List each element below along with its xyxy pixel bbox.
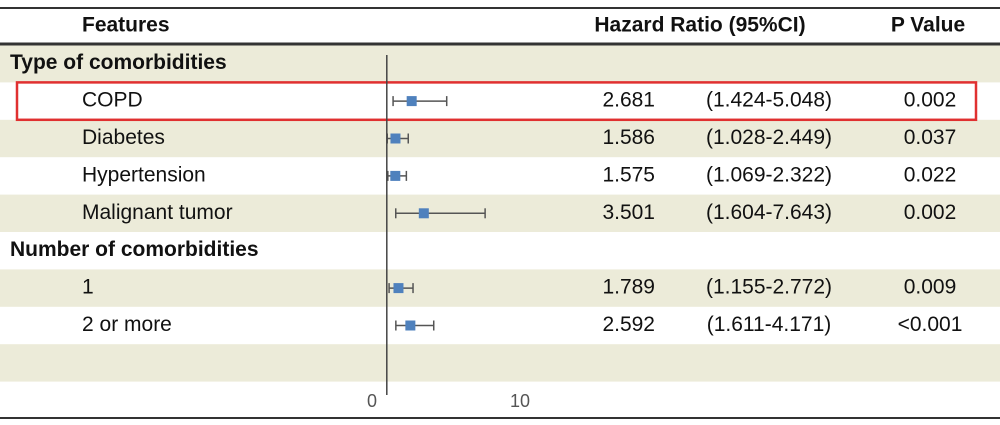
ci-label: (1.155-2.772) — [706, 276, 832, 299]
p-value: 0.022 — [904, 163, 957, 186]
ci-label: (1.028-2.449) — [706, 126, 832, 149]
hazard-ratio: 2.592 — [602, 313, 655, 336]
point-estimate — [405, 320, 416, 331]
feature-label: Malignant tumor — [82, 201, 233, 224]
x-tick-label: 10 — [510, 391, 530, 411]
feature-label: 2 or more — [82, 313, 172, 336]
ci-label: (1.611-4.171) — [707, 313, 832, 336]
point-estimate — [406, 96, 417, 107]
feature-label: Diabetes — [82, 126, 165, 149]
row-shade — [0, 194, 1000, 232]
group-label: Number of comorbidities — [10, 238, 259, 261]
highlight-box — [15, 81, 978, 122]
hazard-ratio: 1.789 — [602, 276, 655, 299]
hazard-ratio: 3.501 — [602, 201, 655, 224]
group-label: Type of comorbidities — [10, 51, 227, 74]
ci-label: (1.069-2.322) — [706, 163, 832, 186]
ci-label: (1.604-7.643) — [706, 201, 832, 224]
p-value: <0.001 — [898, 313, 963, 336]
row-backgrounds — [0, 45, 1000, 382]
point-estimate — [393, 283, 404, 294]
hazard-ratio: 1.575 — [602, 163, 655, 186]
hazard-ratio: 1.586 — [602, 126, 655, 149]
hazard-ratio: 2.681 — [602, 89, 655, 112]
feature-label: Hypertension — [82, 163, 206, 186]
point-estimate — [390, 170, 401, 181]
row-shade — [0, 119, 1000, 158]
p-value: 0.002 — [904, 89, 957, 112]
point-estimate — [418, 208, 429, 219]
row-shade — [0, 269, 1000, 307]
column-header: Features — [82, 14, 170, 37]
x-tick-label: 0 — [367, 391, 377, 411]
p-value: 0.037 — [904, 126, 957, 149]
ci-label: (1.424-5.048) — [706, 89, 832, 112]
column-header: P Value — [891, 14, 965, 37]
column-header: Hazard Ratio (95%CI) — [594, 14, 805, 37]
feature-label: 1 — [82, 276, 94, 299]
feature-label: COPD — [82, 89, 143, 112]
row-shade — [0, 344, 1000, 382]
p-value: 0.009 — [904, 276, 957, 299]
point-estimate — [390, 133, 401, 144]
p-value: 0.002 — [904, 201, 957, 224]
row-shade — [0, 45, 1000, 83]
